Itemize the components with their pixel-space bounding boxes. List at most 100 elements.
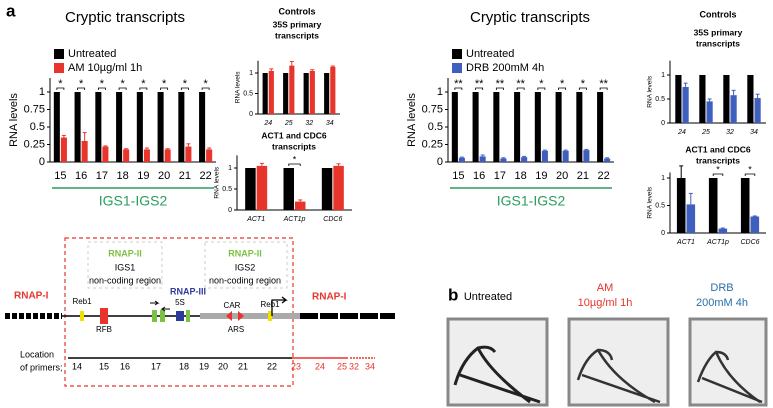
label: of primers;	[20, 362, 63, 372]
bar	[283, 73, 289, 114]
bar	[324, 73, 330, 114]
y-axis-label: RNA levels	[647, 75, 654, 108]
gel-signal	[576, 348, 661, 404]
significance-label: **	[599, 78, 608, 90]
bar	[562, 150, 569, 162]
bar	[682, 87, 689, 123]
label: Location	[20, 349, 54, 359]
label: ARS	[228, 325, 244, 334]
primer-label: 16	[120, 361, 130, 371]
significance-label: **	[454, 78, 463, 90]
bar	[143, 149, 150, 162]
primer-label: 23	[291, 361, 301, 371]
bar	[262, 73, 268, 114]
bar	[295, 201, 306, 210]
label: Reb1	[72, 297, 92, 306]
legend-label: Untreated	[68, 48, 116, 60]
gel-image	[446, 317, 549, 407]
promoter	[152, 310, 157, 322]
primer-label: 34	[365, 361, 375, 371]
legend-swatch	[54, 49, 64, 59]
label: non-coding region	[209, 275, 281, 285]
significance-bracket	[139, 87, 148, 90]
bar	[676, 178, 686, 233]
panel-label: a	[6, 1, 16, 20]
y-tick-label: 0	[437, 156, 443, 168]
bar	[157, 92, 164, 162]
y-tick-label: 1	[661, 72, 665, 79]
bar	[123, 149, 130, 162]
significance-label: *	[539, 78, 544, 90]
x-tick-label: 20	[556, 170, 568, 182]
region-box	[87, 241, 163, 289]
significance-label: *	[141, 78, 146, 90]
chart-title: transcripts	[272, 141, 316, 151]
primer-label: 19	[199, 361, 209, 371]
lane-title: 10µg/ml 1h	[578, 297, 633, 309]
bar	[116, 92, 123, 162]
gel-signal	[696, 350, 763, 404]
bar	[256, 165, 268, 210]
primer-label: 24	[315, 361, 325, 371]
label: Reb1	[260, 300, 280, 309]
bar	[81, 141, 88, 162]
bar	[199, 92, 206, 162]
y-tick-label: 0.5	[243, 90, 253, 97]
y-tick-label: 0.25	[422, 138, 443, 150]
significance-bracket	[495, 87, 504, 90]
chart-title: transcripts	[696, 38, 740, 48]
y-tick-label: 0.5	[30, 121, 45, 133]
significance-bracket	[475, 87, 484, 90]
chart-title: 35S primary	[694, 27, 743, 37]
y-tick-label: 1	[249, 70, 253, 77]
x-tick-label: 24	[263, 120, 272, 127]
lane-title: AM	[597, 282, 614, 294]
gel-signal	[453, 345, 541, 404]
significance-bracket	[97, 87, 106, 90]
chart-title: ACT1 and CDC6	[261, 130, 326, 140]
significance-label: *	[79, 78, 84, 90]
primer-label: 22	[267, 361, 277, 371]
x-tick-label: 16	[75, 170, 87, 182]
significance-bracket	[516, 87, 525, 90]
significance-label: *	[203, 78, 208, 90]
group-label: IGS1-IGS2	[99, 193, 168, 209]
primer-label: 15	[99, 361, 109, 371]
x-tick-label: 21	[179, 170, 191, 182]
legend-label: DRB 200mM 4h	[466, 62, 544, 74]
significance-label: *	[560, 78, 565, 90]
legend-label: Untreated	[466, 48, 514, 60]
x-tick-label: ACT1p	[283, 216, 306, 223]
gel-image	[567, 317, 670, 407]
y-tick-label: 0.5	[655, 96, 665, 103]
tss-arrow	[150, 300, 170, 312]
bar	[178, 92, 185, 162]
bar	[750, 216, 760, 233]
bar	[708, 178, 718, 233]
significance-label: *	[748, 164, 752, 174]
y-axis-label: RNA levels	[406, 93, 418, 147]
significance-label: *	[581, 78, 586, 90]
significance-label: *	[58, 78, 63, 90]
x-tick-label: 34	[326, 120, 334, 127]
bar	[321, 168, 333, 210]
chart-title: 35S primary	[273, 19, 322, 29]
primer-label: 17	[151, 361, 161, 371]
bar	[521, 157, 528, 162]
bar	[330, 66, 336, 114]
significance-bracket	[599, 87, 608, 90]
chart-title: ACT1 and CDC6	[685, 144, 750, 154]
bar	[597, 92, 604, 162]
y-tick-label: 1	[228, 165, 232, 172]
y-axis-label: RNA levels	[8, 93, 20, 147]
y-tick-label: 0	[39, 156, 45, 168]
chart-title: transcripts	[696, 155, 740, 165]
x-tick-label: 32	[305, 120, 313, 127]
label: IGS1	[115, 262, 136, 272]
y-tick-label: 0.5	[222, 186, 232, 193]
bar	[686, 204, 696, 233]
bar	[303, 73, 309, 114]
bar	[583, 150, 590, 162]
x-tick-label: ACT1	[676, 239, 695, 246]
bar	[102, 146, 109, 162]
